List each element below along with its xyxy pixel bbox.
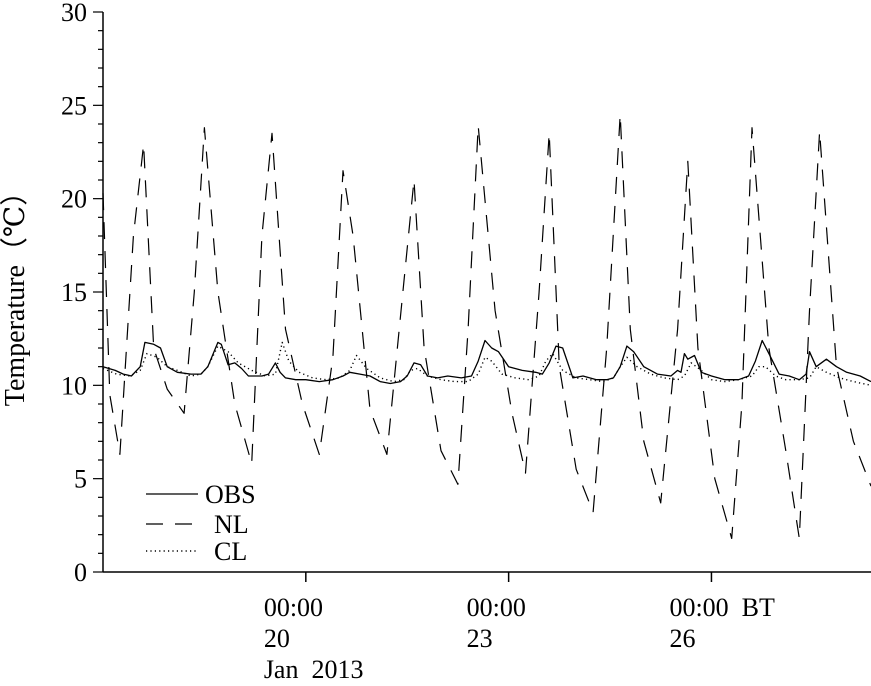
x-tick-label: 26 (669, 624, 695, 653)
y-tick-label: 5 (74, 465, 87, 494)
x-tick-label: 00:00 (264, 593, 323, 622)
x-tick-label: 20 (264, 624, 290, 653)
series-layer (102, 114, 871, 540)
y-axis-title: Temperature（℃） (0, 178, 31, 406)
y-tick-label: 10 (61, 371, 87, 400)
x-tick-label: Jan 2013 (264, 655, 364, 684)
y-tick-label: 15 (61, 278, 87, 307)
x-tick-label: 00:00 (467, 593, 526, 622)
y-tick-label: 30 (61, 0, 87, 27)
series-cl-line (102, 341, 871, 386)
series-obs-line (102, 339, 871, 385)
x-tick-label: 00:00 BT (669, 593, 775, 622)
legend-label-nl: NL (214, 510, 249, 539)
y-tick-label: 25 (61, 91, 87, 120)
x-tick-label: 23 (467, 624, 493, 653)
legend-label-obs: OBS (205, 480, 256, 509)
y-tick-label: 20 (61, 185, 87, 214)
series-nl-line (102, 114, 871, 540)
legend-label-cl: CL (214, 537, 247, 566)
y-tick-label: 0 (74, 558, 87, 587)
